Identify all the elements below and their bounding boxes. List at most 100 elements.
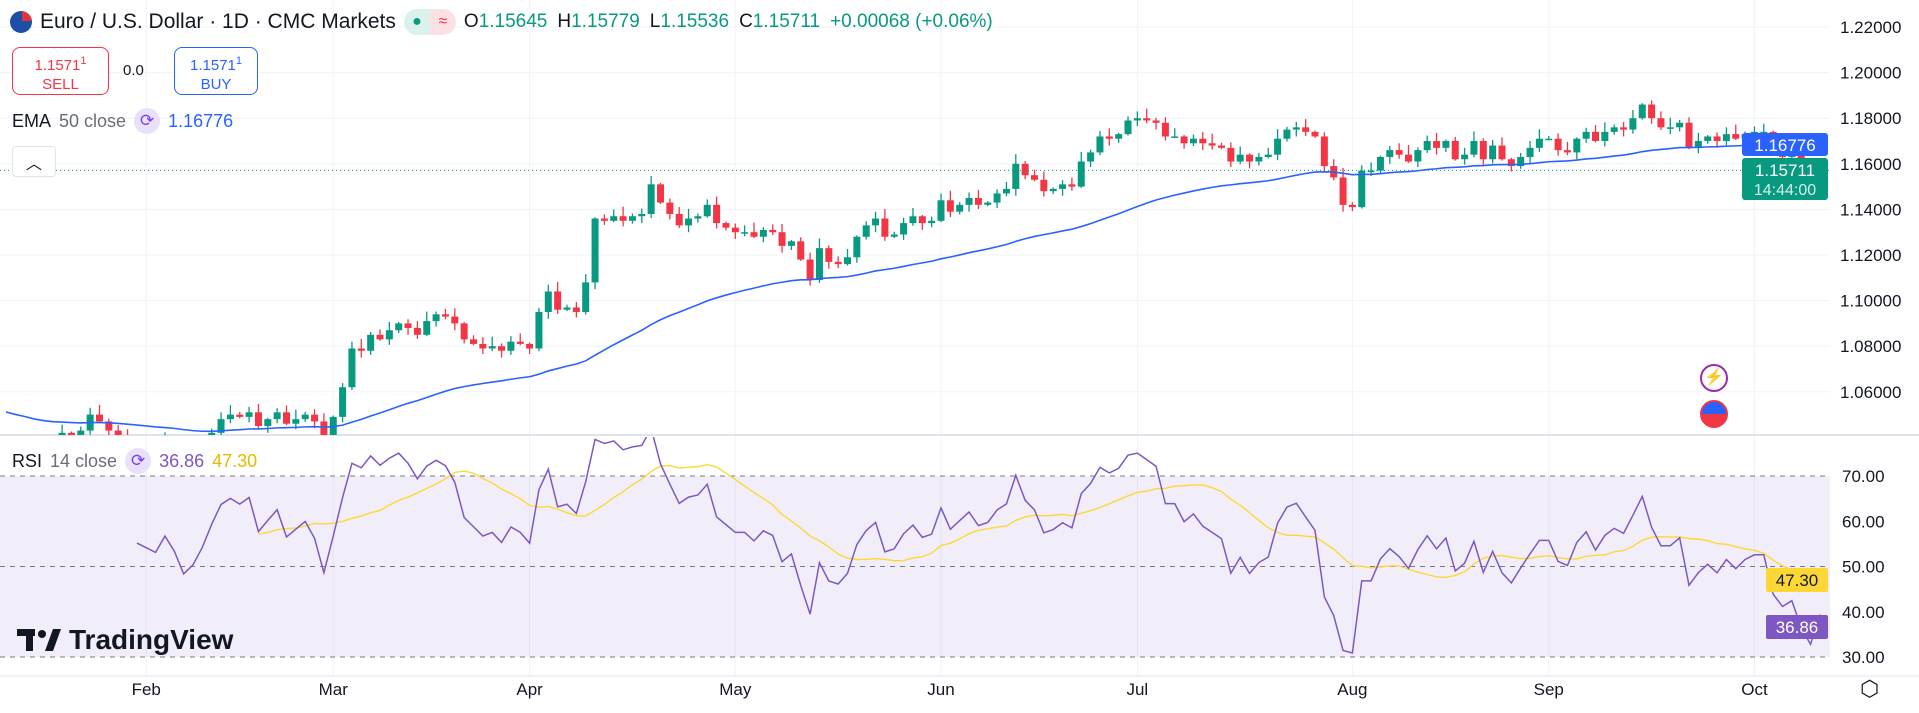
candle[interactable] — [1059, 184, 1067, 189]
candle[interactable] — [1498, 145, 1506, 160]
candle[interactable] — [1171, 136, 1179, 138]
candle[interactable] — [956, 204, 964, 212]
collapse-legend-button[interactable]: ︿ — [12, 146, 56, 177]
refresh-icon[interactable]: ⟳ — [134, 108, 161, 134]
candle[interactable] — [1517, 156, 1525, 167]
candle[interactable] — [722, 223, 730, 228]
candle[interactable] — [498, 346, 506, 351]
candle[interactable] — [1208, 143, 1216, 146]
candle[interactable] — [376, 334, 384, 340]
candle[interactable] — [825, 248, 833, 262]
candle[interactable] — [1620, 127, 1628, 130]
sell-button[interactable]: 1.15711 SELL — [12, 47, 109, 95]
candle[interactable] — [1302, 127, 1310, 132]
candle[interactable] — [1161, 122, 1169, 137]
candle[interactable] — [1218, 145, 1225, 148]
candle[interactable] — [741, 232, 749, 234]
candle[interactable] — [208, 432, 216, 447]
candle[interactable] — [844, 257, 851, 265]
candle[interactable] — [236, 414, 244, 417]
candle[interactable] — [283, 412, 290, 424]
candle[interactable] — [432, 314, 440, 322]
candle[interactable] — [619, 216, 627, 221]
candle[interactable] — [1610, 127, 1618, 132]
candle[interactable] — [1535, 138, 1543, 148]
candle[interactable] — [1105, 136, 1113, 139]
candle[interactable] — [3, 460, 10, 465]
candle[interactable] — [1657, 118, 1665, 128]
candle[interactable] — [563, 307, 571, 310]
candle[interactable] — [1031, 175, 1038, 180]
candle[interactable] — [984, 202, 992, 205]
rsi-legend[interactable]: RSI 14 close ⟳ 36.86 47.30 — [12, 448, 257, 474]
candle[interactable] — [918, 216, 926, 224]
rsi-ma-line[interactable] — [258, 463, 1821, 587]
candle[interactable] — [96, 414, 103, 422]
candle[interactable] — [572, 307, 580, 312]
candle[interactable] — [311, 414, 319, 422]
candle[interactable] — [703, 204, 711, 217]
candle[interactable] — [815, 248, 823, 281]
candle[interactable] — [694, 216, 702, 219]
candle[interactable] — [965, 198, 973, 205]
candle[interactable] — [1442, 141, 1450, 148]
candle[interactable] — [1685, 122, 1693, 148]
candle[interactable] — [1283, 129, 1291, 139]
candle[interactable] — [1339, 177, 1347, 205]
candle[interactable] — [1376, 156, 1384, 171]
candle[interactable] — [320, 421, 328, 437]
candle[interactable] — [1133, 118, 1141, 121]
candle[interactable] — [67, 432, 75, 435]
candle[interactable] — [1676, 122, 1684, 128]
candle[interactable] — [600, 218, 608, 221]
candle[interactable] — [928, 220, 936, 224]
candle[interactable] — [1526, 147, 1534, 157]
candle[interactable] — [591, 218, 599, 283]
candle[interactable] — [1433, 141, 1441, 148]
candle[interactable] — [124, 437, 131, 442]
candle[interactable] — [628, 216, 636, 221]
candle[interactable] — [750, 232, 758, 237]
candle[interactable] — [58, 432, 66, 449]
candle[interactable] — [974, 198, 982, 205]
us-economic-event-icon[interactable] — [1700, 400, 1728, 428]
candle[interactable] — [1563, 150, 1571, 153]
candle[interactable] — [535, 312, 543, 349]
candle[interactable] — [516, 341, 524, 344]
candle[interactable] — [217, 419, 225, 433]
settings-icon[interactable]: ⬡ — [1860, 676, 1880, 701]
candle[interactable] — [1582, 131, 1590, 139]
candle[interactable] — [1722, 134, 1730, 141]
candle[interactable] — [133, 442, 140, 447]
candle[interactable] — [685, 218, 693, 226]
candle[interactable] — [357, 348, 365, 351]
candle[interactable] — [1704, 136, 1712, 141]
candle[interactable] — [862, 225, 870, 237]
candle[interactable] — [254, 412, 262, 426]
candle[interactable] — [1348, 204, 1356, 208]
candle[interactable] — [1199, 138, 1207, 144]
candle[interactable] — [226, 414, 234, 420]
candle[interactable] — [1554, 138, 1562, 151]
candle[interactable] — [441, 314, 449, 317]
candle[interactable] — [657, 184, 664, 203]
candle[interactable] — [264, 419, 272, 426]
candle[interactable] — [1648, 104, 1656, 119]
candle[interactable] — [1012, 163, 1020, 189]
candle[interactable] — [1021, 163, 1029, 176]
candle[interactable] — [1115, 134, 1123, 139]
candle[interactable] — [1694, 141, 1702, 148]
candle[interactable] — [1292, 127, 1300, 130]
candle[interactable] — [348, 348, 356, 388]
candle[interactable] — [423, 321, 431, 335]
candle[interactable] — [881, 218, 889, 237]
candle[interactable] — [1246, 154, 1254, 162]
candle[interactable] — [1423, 141, 1431, 151]
candle[interactable] — [713, 204, 721, 224]
candle[interactable] — [507, 341, 515, 351]
candle[interactable] — [1461, 154, 1469, 160]
candle[interactable] — [1152, 120, 1160, 123]
rsi-line[interactable] — [136, 428, 1821, 654]
candle[interactable] — [526, 343, 534, 349]
